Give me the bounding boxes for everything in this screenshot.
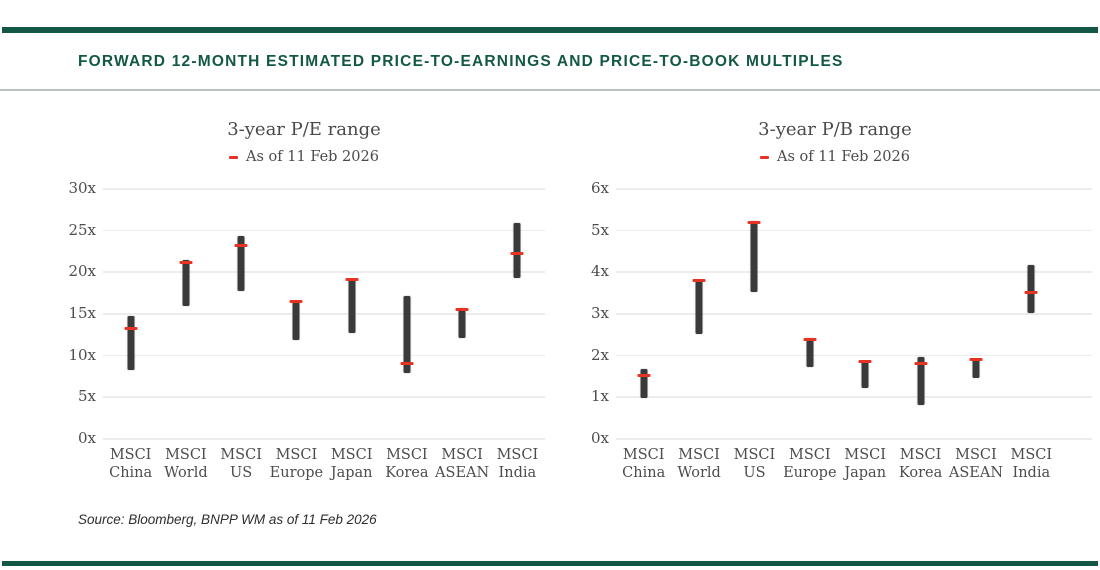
range-bar-msci-india (1027, 265, 1035, 313)
chart-title: 3-year P/B range (758, 119, 912, 140)
range-bar-msci-asean (458, 308, 466, 338)
y-axis-tick-label: 4x (590, 262, 609, 281)
gridline (103, 354, 545, 357)
plot-area (103, 188, 545, 440)
as-of-marker-msci-europe (289, 299, 303, 303)
y-axis-tick-label: 0x (77, 429, 96, 447)
x-axis-category-label: MSCI Japan (330, 447, 373, 481)
as-of-marker-msci-japan (345, 278, 359, 282)
y-axis-tick-label: 20x (68, 262, 96, 281)
x-axis-category-label: MSCI Japan (844, 447, 887, 481)
x-axis-category-label: MSCI World (164, 447, 208, 481)
x-axis-category-label: MSCI Europe (269, 447, 324, 481)
range-bar-msci-korea (403, 296, 411, 373)
y-axis-tick-label: 3x (590, 304, 609, 322)
y-axis-tick-label: 0x (590, 429, 609, 447)
chart-legend: As of 11 Feb 2026 (575, 149, 1095, 165)
range-bar-msci-asean (972, 358, 980, 378)
as-of-marker-msci-japan (858, 360, 872, 364)
top-accent-rule (2, 27, 1098, 33)
x-axis-category-label: MSCI Europe (783, 447, 837, 481)
pb-range-chart: 3-year P/B range As of 11 Feb 2026 0x 1x 2… (575, 115, 1095, 535)
as-of-marker-msci-india (510, 252, 524, 256)
chart-title: 3-year P/E range (227, 119, 381, 140)
x-axis-category-label: MSCI US (220, 447, 262, 481)
y-axis-tick-label: 2x (590, 345, 609, 364)
legend-label: As of 11 Feb 2026 (246, 149, 379, 165)
range-bar-msci-europe (292, 300, 300, 340)
range-bar-msci-world (695, 279, 703, 334)
range-bar-msci-india (513, 223, 521, 278)
x-axis-category-label: MSCI India (1010, 447, 1053, 481)
gridline (103, 438, 545, 440)
range-bar-msci-us (237, 235, 245, 291)
y-axis-tick-label: 30x (68, 179, 96, 197)
y-axis: 0x 1x 2x 3x 4x 5x 6x (575, 179, 609, 447)
gridline (616, 188, 1092, 190)
range-bar-msci-korea (917, 356, 925, 405)
page-title: FORWARD 12-MONTH ESTIMATED PRICE-TO-EARN… (78, 53, 844, 70)
legend-marker-icon (760, 155, 770, 159)
range-bar-msci-china (127, 316, 135, 370)
as-of-marker-msci-world (692, 279, 706, 282)
as-of-marker-msci-us (747, 220, 761, 224)
as-of-marker-msci-korea (400, 362, 414, 366)
gridline (103, 396, 545, 398)
as-of-marker-msci-asean (455, 308, 469, 312)
x-axis-category-label: MSCI ASEAN (948, 447, 1004, 481)
as-of-marker-msci-europe (803, 337, 817, 341)
gridline (616, 271, 1092, 273)
as-of-marker-msci-world (179, 260, 193, 264)
gridline (103, 313, 545, 315)
as-of-marker-msci-asean (969, 358, 983, 362)
x-axis: MSCI China MSCI World MSCI US MSCI Europe MSCI Ja… (103, 447, 545, 491)
as-of-marker-msci-korea (914, 362, 928, 366)
x-axis-category-label: MSCI World (677, 447, 721, 481)
gridline (103, 271, 545, 273)
chart-legend: As of 11 Feb 2026 (58, 149, 550, 165)
gridline (616, 229, 1092, 232)
gridline (616, 354, 1092, 357)
y-axis-tick-label: 25x (68, 220, 96, 239)
y-axis: 0x 5x 10x 15x 20x 25x 30x (58, 179, 96, 447)
x-axis: MSCI China MSCI World MSCI US MSCI Europe MSCI Ja… (616, 447, 1059, 491)
gridline (616, 313, 1092, 315)
as-of-marker-msci-china (124, 327, 138, 331)
y-axis-tick-label: 5x (77, 387, 96, 406)
y-axis-tick-label: 15x (68, 304, 96, 322)
y-axis-tick-label: 6x (590, 179, 609, 197)
header-divider (0, 89, 1100, 91)
range-bar-msci-europe (806, 338, 814, 368)
legend-label: As of 11 Feb 2026 (777, 149, 910, 165)
range-bar-msci-world (182, 259, 190, 307)
plot-area (616, 188, 1092, 440)
y-axis-tick-label: 5x (590, 220, 609, 239)
range-bar-msci-us (750, 221, 758, 293)
as-of-marker-msci-us (234, 244, 248, 247)
x-axis-category-label: MSCI Korea (385, 447, 429, 481)
source-note: Source: Bloomberg, BNPP WM as of 11 Feb … (78, 512, 377, 527)
pe-range-chart: 3-year P/E range As of 11 Feb 2026 0x 5x 1… (58, 115, 550, 535)
legend-marker-icon (229, 155, 239, 159)
x-axis-category-label: MSCI US (733, 447, 776, 481)
range-bar-msci-china (640, 369, 648, 399)
x-axis-category-label: MSCI China (622, 447, 666, 481)
gridline (103, 188, 545, 190)
gridline (616, 438, 1092, 440)
range-bar-msci-japan (861, 360, 869, 388)
x-axis-category-label: MSCI Korea (898, 447, 943, 481)
as-of-marker-msci-china (637, 374, 651, 377)
x-axis-category-label: MSCI ASEAN (435, 447, 490, 481)
gridline (103, 229, 545, 232)
x-axis-category-label: MSCI China (109, 447, 153, 481)
x-axis-category-label: MSCI India (496, 447, 539, 481)
y-axis-tick-label: 10x (68, 345, 96, 364)
as-of-marker-msci-india (1024, 290, 1038, 294)
y-axis-tick-label: 1x (590, 387, 609, 406)
range-bar-msci-japan (348, 278, 356, 333)
gridline (616, 396, 1092, 398)
bottom-accent-rule (2, 561, 1098, 566)
